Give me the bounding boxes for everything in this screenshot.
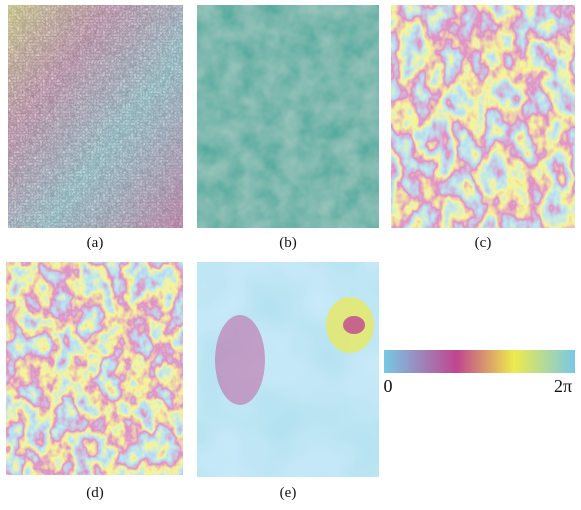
panel-b bbox=[197, 5, 379, 228]
panel-e bbox=[197, 262, 379, 477]
panel-label: (b) bbox=[279, 235, 297, 251]
panel-c bbox=[391, 5, 575, 228]
panel-label: (d) bbox=[86, 485, 104, 501]
colorbar-max: 2π bbox=[554, 376, 572, 396]
fringe-overlay bbox=[8, 5, 183, 228]
colorbar-min: 0 bbox=[384, 376, 393, 396]
region bbox=[215, 315, 265, 405]
colorbar bbox=[384, 350, 575, 373]
panel-d bbox=[6, 262, 183, 475]
panel-label: (a) bbox=[87, 235, 104, 251]
panel-label: (e) bbox=[280, 485, 297, 501]
panel-a bbox=[8, 5, 183, 228]
region bbox=[343, 316, 365, 334]
panel-label: (c) bbox=[475, 235, 492, 251]
